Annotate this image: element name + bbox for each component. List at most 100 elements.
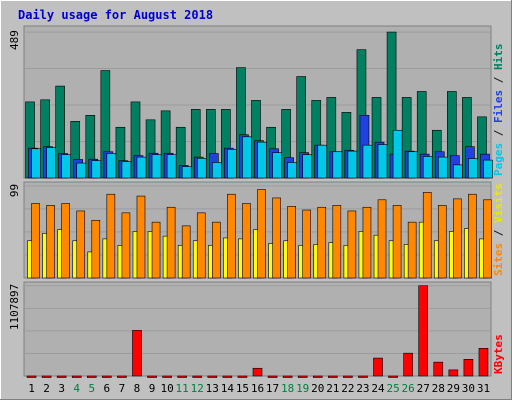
bar-kbytes-day-24 xyxy=(373,357,383,377)
legend-kbytes: KBytes xyxy=(492,334,505,374)
legend-part: Sites xyxy=(492,243,505,276)
bar-pages-day-19 xyxy=(302,154,312,179)
bar-pages-day-2 xyxy=(46,147,56,179)
bar-kbytes-day-8 xyxy=(132,330,142,377)
x-tick-labels: 1 2 3 4 5 6 7 8 9 10 11 12 13 14 15 16 17 18 19 20 21 22 23 24 2… xyxy=(28,382,490,395)
bar-kbytes-day-7 xyxy=(117,375,127,378)
bar-pages-day-1 xyxy=(31,148,41,179)
bar-sites-day-13 xyxy=(212,221,221,279)
x-tick-label-day-8: 8 xyxy=(134,382,141,395)
bar-pages-day-30 xyxy=(468,158,478,179)
panel-plot-area xyxy=(23,281,492,377)
legend-part: Hits xyxy=(492,44,505,71)
bar-sites-day-14 xyxy=(227,193,236,279)
bar-kbytes-day-16 xyxy=(252,367,263,377)
legend-sites-visits: Sites / Visits xyxy=(492,183,505,276)
bar-sites-day-4 xyxy=(76,210,86,279)
x-tick-label-day-15: 15 xyxy=(236,382,249,395)
bar-sites-day-15 xyxy=(242,203,251,279)
x-tick-label-day-4: 4 xyxy=(73,382,80,395)
bar-pages-day-11 xyxy=(181,166,192,179)
bar-pages-day-22 xyxy=(347,150,358,179)
bar-pages-day-10 xyxy=(166,154,177,179)
panel-pages-files-hits: 489 Pages / Files / Hits xyxy=(8,25,505,179)
bar-kbytes-day-17 xyxy=(267,375,278,378)
bar-kbytes-day-13 xyxy=(207,375,218,378)
x-tick-label-day-19: 19 xyxy=(296,382,309,395)
bar-pages-day-17 xyxy=(272,152,282,179)
chart-title: Daily usage for August 2018 xyxy=(18,8,213,22)
bar-sites-day-25 xyxy=(392,205,402,279)
bar-sites-day-9 xyxy=(151,221,161,279)
bar-sites-day-18 xyxy=(287,206,296,279)
x-tick-label-day-27: 27 xyxy=(417,382,430,395)
bar-pages-day-28 xyxy=(437,156,448,179)
bar-pages-day-31 xyxy=(483,159,493,179)
bar-kbytes-day-29 xyxy=(448,369,459,377)
legend-part: KBytes xyxy=(492,334,505,374)
bar-sites-day-26 xyxy=(407,221,417,279)
x-tick-label-day-5: 5 xyxy=(88,382,95,395)
x-tick-label-day-1: 1 xyxy=(28,382,35,395)
bar-sites-day-11 xyxy=(181,225,191,279)
bar-sites-day-12 xyxy=(196,212,206,279)
x-tick-label-day-13: 13 xyxy=(206,382,219,395)
x-tick-label-day-17: 17 xyxy=(266,382,279,395)
y-max-label: 1107897 xyxy=(8,284,21,330)
panel-kbytes: 1107897 KBytes xyxy=(8,281,505,378)
bar-sites-day-30 xyxy=(468,193,477,279)
bar-kbytes-day-5 xyxy=(86,375,97,378)
bar-kbytes-day-15 xyxy=(237,375,248,378)
bar-sites-day-7 xyxy=(121,212,131,279)
bar-kbytes-day-9 xyxy=(147,375,157,378)
x-tick-label-day-12: 12 xyxy=(191,382,204,395)
bar-kbytes-day-25 xyxy=(388,375,398,378)
x-tick-label-day-20: 20 xyxy=(311,382,324,395)
x-tick-label-day-9: 9 xyxy=(149,382,156,395)
x-tick-label-day-21: 21 xyxy=(326,382,339,395)
bar-sites-day-3 xyxy=(61,203,70,279)
bar-pages-day-26 xyxy=(407,151,418,179)
legend-part: Pages xyxy=(492,143,505,176)
x-tick-label-day-30: 30 xyxy=(462,382,475,395)
bar-pages-day-16 xyxy=(257,141,267,179)
legend-part: / xyxy=(492,223,505,243)
bar-kbytes-day-28 xyxy=(433,361,444,377)
x-tick-label-day-18: 18 xyxy=(281,382,294,395)
bar-sites-day-10 xyxy=(166,206,176,279)
bar-sites-day-23 xyxy=(362,206,372,279)
bar-pages-day-29 xyxy=(453,164,463,179)
y-max-label: 489 xyxy=(8,30,21,50)
bar-kbytes-day-31 xyxy=(478,348,489,377)
chart-panels: 489 Pages / Files / Hits 99 Sites / Visits 1… xyxy=(8,25,505,378)
bar-pages-day-23 xyxy=(362,144,373,179)
bar-kbytes-day-27 xyxy=(418,285,429,377)
bar-sites-day-22 xyxy=(347,210,357,279)
bar-pages-day-15 xyxy=(242,136,252,179)
bar-pages-day-24 xyxy=(377,144,388,179)
bar-pages-day-5 xyxy=(91,160,102,179)
bar-kbytes-day-23 xyxy=(358,375,368,378)
x-tick-label-day-6: 6 xyxy=(104,382,111,395)
bar-pages-day-4 xyxy=(76,162,87,179)
bar-sites-day-17 xyxy=(272,197,281,279)
legend-part: / xyxy=(492,70,505,90)
bar-kbytes-day-20 xyxy=(312,375,323,378)
legend-part: Visits xyxy=(492,183,505,223)
x-tick-label-day-25: 25 xyxy=(386,382,399,395)
bar-sites-day-1 xyxy=(31,203,40,279)
bar-kbytes-day-14 xyxy=(222,375,233,378)
x-tick-label-day-16: 16 xyxy=(251,382,264,395)
bar-pages-day-8 xyxy=(136,156,147,179)
bar-kbytes-day-4 xyxy=(71,375,82,378)
x-tick-label-day-2: 2 xyxy=(43,382,50,395)
bar-pages-day-9 xyxy=(151,154,162,179)
bar-kbytes-day-2 xyxy=(41,375,52,378)
bar-kbytes-day-30 xyxy=(463,358,474,377)
bar-pages-day-20 xyxy=(317,144,328,179)
x-tick-label-day-26: 26 xyxy=(402,382,415,395)
bar-kbytes-day-3 xyxy=(56,375,67,378)
bar-pages-day-21 xyxy=(332,151,343,179)
bar-kbytes-day-22 xyxy=(343,375,353,378)
